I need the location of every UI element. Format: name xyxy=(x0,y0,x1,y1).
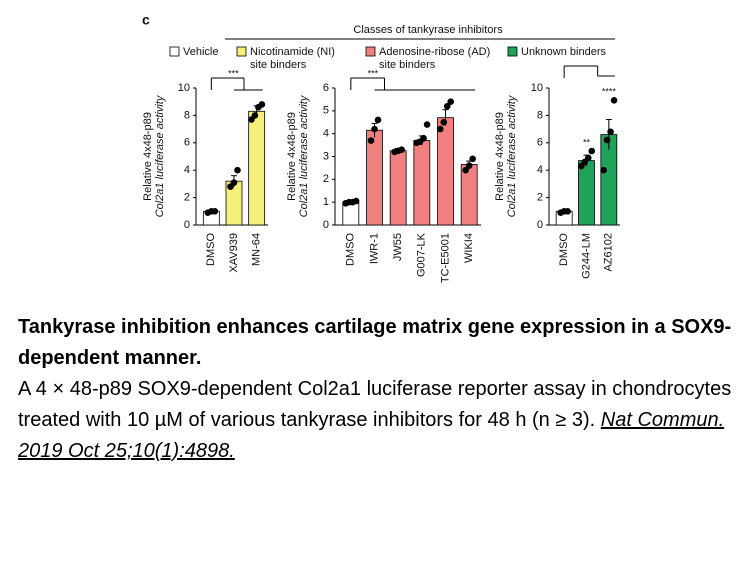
data-point xyxy=(398,146,405,153)
data-point xyxy=(374,116,382,124)
data-point xyxy=(211,208,219,215)
y-tick-label: 5 xyxy=(323,105,329,117)
data-point xyxy=(443,102,451,110)
citation-link[interactable]: Nat Commun. 2019 Oct 25;10(1):4898. xyxy=(18,409,725,462)
data-point xyxy=(564,208,571,215)
x-tick-label: TC-E5001 xyxy=(439,233,451,283)
data-point xyxy=(367,137,375,144)
data-point xyxy=(234,166,241,174)
y-tick-label: 6 xyxy=(537,137,543,149)
caption-body: A 4 × 48-p89 SOX9-dependent Col2a1 lucif… xyxy=(18,374,748,467)
data-point xyxy=(251,112,259,119)
data-point xyxy=(603,136,611,144)
data-point xyxy=(436,125,444,133)
data-point xyxy=(465,162,473,169)
figure: c Classes of tankyrase inhibitors Vehicl… xyxy=(142,12,620,283)
x-tick-label: IWR-1 xyxy=(368,233,380,264)
y-tick-label: 3 xyxy=(323,150,329,162)
y-tick-label: 1 xyxy=(323,196,329,208)
x-tick-label: G244-LM xyxy=(580,233,592,279)
data-point xyxy=(600,166,607,174)
y-axis-label: Col2a1 luciferase activity xyxy=(154,94,166,217)
data-point xyxy=(352,197,360,205)
y-tick-label: 8 xyxy=(184,109,190,121)
data-point xyxy=(230,179,238,186)
y-tick-label: 6 xyxy=(323,82,329,94)
y-axis-label: Relative 4x48-p89 xyxy=(494,112,506,201)
x-tick-label: MN-64 xyxy=(251,233,263,266)
significance-label: **** xyxy=(602,87,617,97)
x-tick-label: DMSO xyxy=(345,233,357,266)
y-tick-label: 10 xyxy=(531,82,543,94)
y-axis-label: Col2a1 luciferase activity xyxy=(506,94,518,217)
y-tick-label: 8 xyxy=(537,109,543,121)
legend-swatch xyxy=(507,46,518,57)
bar xyxy=(389,150,407,226)
data-point xyxy=(469,155,476,163)
data-point xyxy=(447,98,455,105)
data-point xyxy=(584,154,592,162)
bar xyxy=(578,160,595,226)
data-point xyxy=(607,128,614,136)
y-tick-label: 10 xyxy=(178,82,190,94)
caption-text: A 4 × 48-p89 SOX9-dependent Col2a1 lucif… xyxy=(18,378,732,431)
bar xyxy=(413,140,431,226)
y-axis-label: Relative 4x48-p89 xyxy=(142,112,154,201)
y-axis-label: Col2a1 luciferase activity xyxy=(298,94,310,217)
y-tick-label: 0 xyxy=(323,219,329,231)
x-tick-label: DMSO xyxy=(205,233,217,266)
x-tick-label: JW55 xyxy=(392,233,404,261)
legend-swatch xyxy=(236,46,247,57)
x-tick-label: G007-LK xyxy=(416,232,428,277)
legend-label: site binders xyxy=(379,59,436,71)
x-tick-label: AZ6102 xyxy=(603,233,615,272)
x-tick-label: XAV939 xyxy=(228,233,240,273)
y-tick-label: 2 xyxy=(537,192,543,204)
y-tick-label: 4 xyxy=(323,128,329,140)
y-axis-label: Relative 4x48-p89 xyxy=(286,112,298,201)
data-point xyxy=(440,118,448,126)
y-tick-label: 4 xyxy=(537,164,543,176)
legend-swatch xyxy=(365,46,376,57)
legend-label: Adenosine-ribose (AD) xyxy=(379,46,490,58)
y-tick-label: 4 xyxy=(184,164,190,176)
header: Classes of tankyrase inhibitors xyxy=(353,24,503,36)
data-point xyxy=(423,121,431,128)
y-tick-label: 0 xyxy=(537,219,543,231)
significance-label: ** xyxy=(583,137,591,147)
caption-title: Tankyrase inhibition enhances cartilage … xyxy=(18,316,732,369)
caption: Tankyrase inhibition enhances cartilage … xyxy=(18,312,748,467)
bar xyxy=(460,164,478,226)
data-point xyxy=(610,97,618,104)
legend-label: Nicotinamide (NI) xyxy=(250,46,335,58)
bar xyxy=(248,110,266,226)
legend-label: Vehicle xyxy=(183,46,218,58)
data-point xyxy=(462,166,469,174)
data-point xyxy=(420,134,427,142)
comparison-label: *** xyxy=(368,68,379,78)
legend-label: site binders xyxy=(250,59,307,71)
y-tick-label: 6 xyxy=(184,137,190,149)
data-point xyxy=(258,101,266,108)
y-tick-label: 2 xyxy=(184,192,190,204)
legend-swatch xyxy=(169,46,180,57)
bar xyxy=(366,129,383,226)
data-point xyxy=(588,147,596,155)
bar xyxy=(437,117,454,226)
x-tick-label: DMSO xyxy=(558,233,570,266)
panel-label: c xyxy=(142,12,150,28)
y-tick-label: 0 xyxy=(184,219,190,231)
y-tick-label: 2 xyxy=(323,173,329,185)
comparison-label: *** xyxy=(228,68,239,78)
legend-label: Unknown binders xyxy=(521,46,606,58)
data-point xyxy=(371,125,378,133)
x-tick-label: WIKI4 xyxy=(463,233,475,263)
